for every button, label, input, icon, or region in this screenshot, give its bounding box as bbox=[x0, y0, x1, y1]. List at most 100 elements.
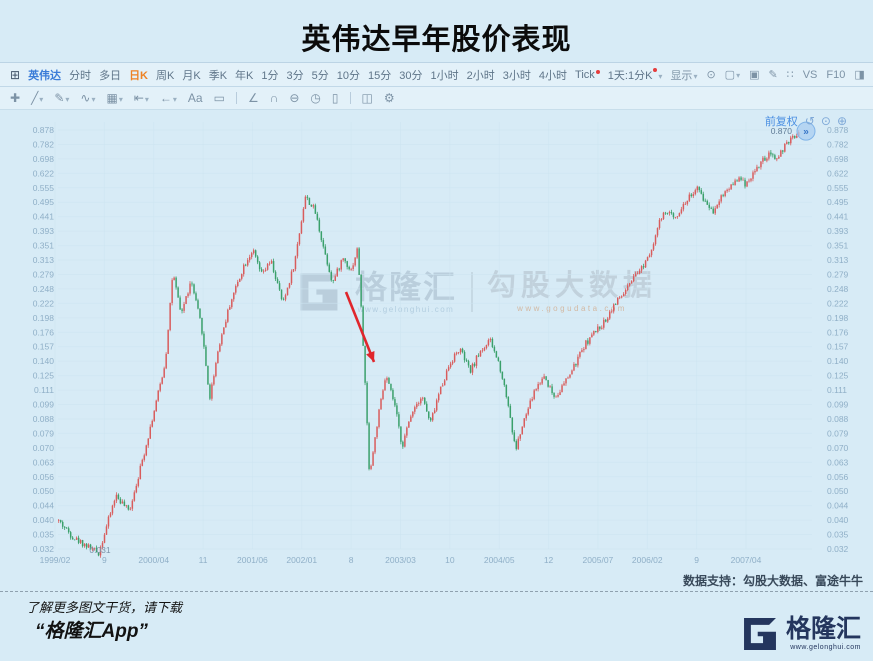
angle-tool-icon[interactable]: ∠ bbox=[247, 91, 259, 105]
period-tab-1分[interactable]: 1分 bbox=[261, 69, 279, 82]
chart-settings-tool-icon[interactable]: ⚙ bbox=[383, 91, 395, 105]
candle-body bbox=[720, 195, 722, 202]
trendline-tool-icon[interactable]: ╱▾ bbox=[31, 91, 44, 105]
candle-body bbox=[340, 260, 342, 270]
watermark-divider bbox=[471, 272, 474, 312]
delete-drawings-tool-icon[interactable]: ▯ bbox=[331, 91, 339, 105]
period-tab-日K[interactable]: 日K bbox=[129, 69, 149, 82]
candle-body bbox=[89, 544, 92, 550]
history-tool-icon[interactable]: ◷ bbox=[310, 91, 321, 105]
zoom-in-icon[interactable]: ⊕ bbox=[836, 114, 847, 128]
period-tab-月K[interactable]: 月K bbox=[182, 69, 201, 82]
y-axis-label-right: 0.099 bbox=[827, 400, 849, 410]
candle-body bbox=[256, 256, 259, 263]
period-tab-2小时[interactable]: 2小时 bbox=[466, 69, 495, 82]
candle-body bbox=[726, 189, 728, 192]
indicator-settings-icon[interactable]: ⊙ bbox=[706, 69, 716, 81]
y-axis-label-left: 0.495 bbox=[33, 197, 55, 207]
candle-body bbox=[776, 158, 778, 160]
candle-body bbox=[374, 437, 376, 453]
period-tab-4小时[interactable]: 4小时 bbox=[538, 69, 568, 82]
brush-tool-icon[interactable]: ✎▾ bbox=[54, 91, 70, 105]
candle-body bbox=[396, 405, 398, 415]
candle-body bbox=[215, 362, 217, 377]
y-axis-label-left: 0.056 bbox=[33, 472, 55, 482]
period-tab-10分[interactable]: 10分 bbox=[336, 69, 361, 82]
undo-icon[interactable]: ↺ bbox=[804, 114, 815, 128]
magnet-tool-icon[interactable]: ∩ bbox=[269, 91, 279, 105]
y-axis-label-right: 0.063 bbox=[827, 457, 849, 467]
chart-widget: ⊞ 英伟达 分时 多日 日K 周K 月K 季K 年K 1分 3分 5分 10分 15分 30分 1小时 2小… bbox=[0, 62, 873, 572]
y-axis-label-left: 0.032 bbox=[33, 544, 55, 554]
period-tab-5分[interactable]: 5分 bbox=[311, 69, 329, 82]
sidebar-panel-icon[interactable]: ◨ bbox=[854, 69, 865, 81]
screenshot-icon[interactable]: ▣ bbox=[749, 69, 760, 81]
zoom-out-icon[interactable]: ⊙ bbox=[820, 114, 831, 128]
compare-window-tool-icon[interactable]: ◫ bbox=[361, 91, 373, 105]
x-axis-label: 2005/07 bbox=[583, 555, 614, 565]
gelonghui-logo: 格隆汇 www.gelonghui.com bbox=[741, 607, 861, 661]
candle-body bbox=[784, 143, 786, 152]
candle-body bbox=[298, 233, 301, 245]
candle-body bbox=[750, 178, 752, 181]
y-axis-label-right: 0.555 bbox=[827, 183, 849, 193]
period-tab-分时[interactable]: 分时 bbox=[69, 69, 92, 82]
candle-body bbox=[682, 204, 685, 210]
candle-body bbox=[666, 213, 669, 214]
candle-body bbox=[557, 395, 559, 397]
candle-body bbox=[187, 293, 189, 297]
move-tool-icon[interactable]: ✚ bbox=[10, 91, 21, 105]
f10-info-button[interactable]: F10 bbox=[826, 68, 846, 81]
comment-tool-icon[interactable]: ▭ bbox=[213, 91, 225, 105]
candle-body bbox=[274, 271, 277, 280]
display-dropdown[interactable]: 显示▾ bbox=[670, 69, 698, 82]
arrow-tool-icon[interactable]: ←▾ bbox=[159, 91, 177, 105]
candle-body bbox=[457, 352, 460, 354]
candle-body bbox=[151, 420, 153, 427]
layout-icon[interactable]: ▢▾ bbox=[724, 69, 741, 81]
wave-tool-icon[interactable]: ∿▾ bbox=[80, 91, 96, 105]
y-axis-label-right: 0.878 bbox=[827, 125, 849, 135]
candle-body bbox=[121, 501, 124, 504]
candle-body bbox=[250, 253, 253, 258]
candle-body bbox=[416, 403, 418, 408]
period-tab-30分[interactable]: 30分 bbox=[399, 69, 423, 82]
period-tab-Tick[interactable]: Tick bbox=[575, 69, 600, 81]
candle-body bbox=[519, 434, 522, 439]
period-tab-3分[interactable]: 3分 bbox=[286, 69, 304, 82]
period-tab-季K[interactable]: 季K bbox=[208, 69, 228, 82]
edit-pen-icon[interactable]: ✎ bbox=[768, 69, 778, 81]
candle-body bbox=[626, 285, 629, 290]
vs-compare-button[interactable]: VS bbox=[802, 68, 818, 81]
candle-body bbox=[231, 299, 233, 308]
candle-body bbox=[336, 268, 338, 277]
text-tool-icon[interactable]: Aa bbox=[187, 91, 203, 105]
candle-body bbox=[593, 331, 595, 335]
candle-body bbox=[543, 376, 545, 379]
period-tab-多日[interactable]: 多日 bbox=[99, 69, 122, 82]
candle-body bbox=[644, 260, 647, 268]
window-layout-icon[interactable]: ⊞ bbox=[10, 67, 21, 82]
fibonacci-tool-icon[interactable]: ⇤▾ bbox=[133, 91, 149, 105]
candle-body bbox=[638, 270, 641, 274]
period-tab-1天:1分K[interactable]: 1天:1分K ▾ bbox=[607, 67, 663, 82]
pattern-tool-icon[interactable]: ▦▾ bbox=[106, 91, 123, 105]
period-tab-15分[interactable]: 15分 bbox=[368, 69, 392, 82]
period-tab-周K[interactable]: 周K bbox=[156, 69, 175, 82]
candle-body bbox=[171, 280, 173, 303]
fullscreen-icon[interactable]: ∷ bbox=[786, 69, 794, 81]
candle-body bbox=[300, 221, 303, 234]
candle-body bbox=[451, 361, 454, 364]
hide-drawings-tool-icon[interactable]: ⊖ bbox=[289, 91, 300, 105]
jump-to-latest-bubble[interactable] bbox=[796, 121, 816, 141]
candle-body bbox=[129, 508, 132, 510]
candle-body bbox=[740, 177, 742, 180]
price-adjust-label[interactable]: 前复权 bbox=[764, 116, 798, 128]
candle-body bbox=[678, 213, 681, 217]
period-tab-年K[interactable]: 年K bbox=[235, 69, 254, 82]
period-tab-1小时[interactable]: 1小时 bbox=[430, 69, 459, 82]
symbol-label[interactable]: 英伟达 bbox=[28, 69, 62, 82]
period-tab-3小时[interactable]: 3小时 bbox=[502, 69, 531, 82]
candlestick-chart[interactable]: 0.878 0.878 0.782 0.782 0.698 0.698 0.622 0.622… bbox=[0, 110, 873, 572]
candle-body bbox=[523, 418, 525, 427]
